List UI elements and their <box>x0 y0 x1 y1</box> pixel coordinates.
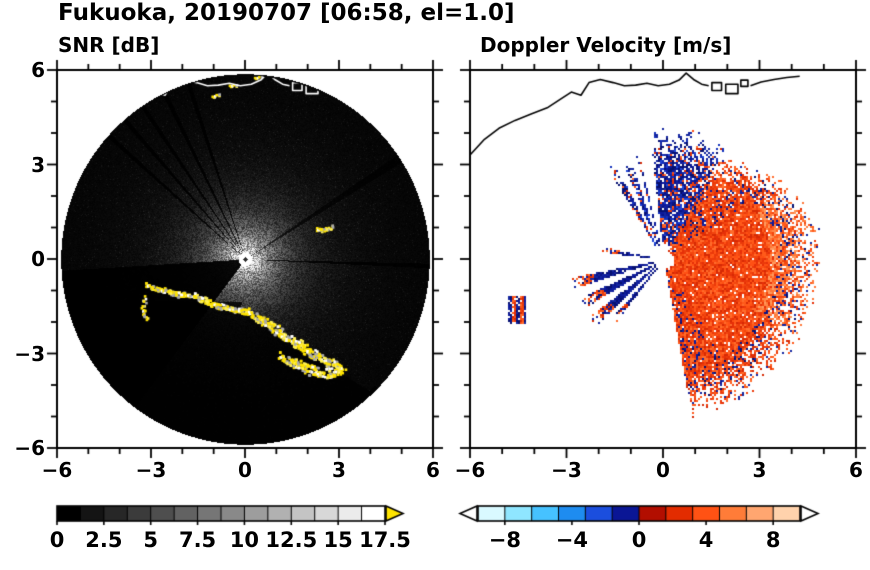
snr-colorbar-tick-label: 5 <box>143 528 159 552</box>
vel-colorbar-tick-label: 8 <box>765 528 781 552</box>
vel-x-tick-label: 3 <box>752 458 767 482</box>
vel-colorbar-tick-label: −4 <box>555 528 589 552</box>
snr-colorbar-tick-label: 2.5 <box>85 528 123 552</box>
snr-colorbar-tick-label: 12.5 <box>265 528 318 552</box>
vel-colorbar-tick-label: 0 <box>631 528 647 552</box>
snr-colorbar-tick-label: 7.5 <box>178 528 217 552</box>
velocity-panel-title: Doppler Velocity [m/s] <box>480 33 732 57</box>
snr-x-tick-label: −6 <box>41 458 73 482</box>
snr-y-tick-label: 0 <box>31 247 45 271</box>
snr-y-tick-label: −6 <box>14 436 45 460</box>
snr-panel-title: SNR [dB] <box>58 33 160 57</box>
snr-y-tick-label: −3 <box>14 341 45 366</box>
snr-y-tick-label: 6 <box>31 58 45 82</box>
vel-x-tick-label: 6 <box>849 458 863 482</box>
snr-colorbar-tick-label: 17.5 <box>359 528 411 552</box>
vel-colorbar-tick-label: −8 <box>488 528 521 552</box>
snr-colorbar-tick-label: 0 <box>49 528 65 552</box>
vel-x-tick-label: 0 <box>656 458 670 482</box>
snr-x-tick-label: −3 <box>135 458 167 482</box>
snr-colorbar-tick-label: 15 <box>323 528 353 552</box>
snr-colorbar-tick-label: 10 <box>229 528 260 552</box>
vel-x-tick-label: −6 <box>454 458 486 482</box>
vel-colorbar-tick-label: 4 <box>698 528 714 552</box>
vel-x-tick-label: −3 <box>551 458 582 482</box>
snr-x-tick-label: 3 <box>332 458 346 482</box>
snr-x-tick-label: 6 <box>426 458 440 482</box>
figure-title: Fukuoka, 20190707 [06:58, el=1.0] <box>58 0 515 26</box>
snr-x-tick-label: 0 <box>238 458 252 482</box>
snr-y-tick-label: 3 <box>31 152 45 177</box>
